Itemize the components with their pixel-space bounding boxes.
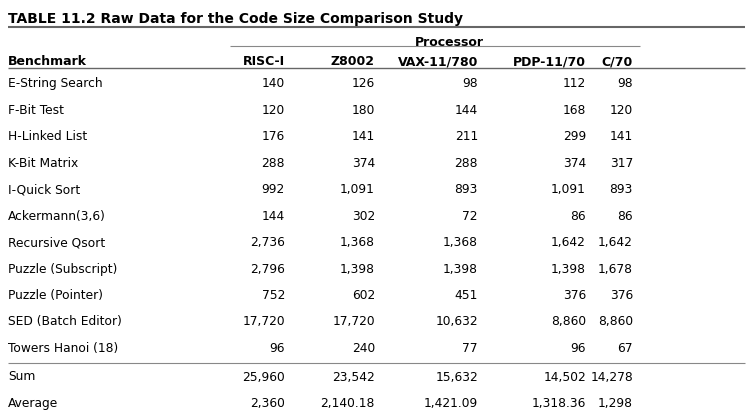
Text: 25,960: 25,960 <box>242 370 285 384</box>
Text: 992: 992 <box>262 183 285 196</box>
Text: Recursive Qsort: Recursive Qsort <box>8 236 105 249</box>
Text: 376: 376 <box>562 289 586 302</box>
Text: 893: 893 <box>610 183 633 196</box>
Text: E-String Search: E-String Search <box>8 77 102 90</box>
Text: 144: 144 <box>262 209 285 223</box>
Text: 451: 451 <box>455 289 478 302</box>
Text: 299: 299 <box>562 130 586 143</box>
Text: 893: 893 <box>455 183 478 196</box>
Text: 8,860: 8,860 <box>598 316 633 329</box>
Text: 302: 302 <box>352 209 375 223</box>
Text: 176: 176 <box>262 130 285 143</box>
Text: 98: 98 <box>617 77 633 90</box>
Text: Puzzle (Subscript): Puzzle (Subscript) <box>8 262 117 276</box>
Text: 77: 77 <box>462 342 478 355</box>
Text: Average: Average <box>8 397 58 410</box>
Text: SED (Batch Editor): SED (Batch Editor) <box>8 316 122 329</box>
Text: TABLE 11.2 Raw Data for the Code Size Comparison Study: TABLE 11.2 Raw Data for the Code Size Co… <box>8 12 463 26</box>
Text: 211: 211 <box>455 130 478 143</box>
Text: 1,678: 1,678 <box>598 262 633 276</box>
Text: 10,632: 10,632 <box>435 316 478 329</box>
Text: 180: 180 <box>352 103 375 116</box>
Text: 1,368: 1,368 <box>340 236 375 249</box>
Text: 2,736: 2,736 <box>250 236 285 249</box>
Text: 96: 96 <box>571 342 586 355</box>
Text: 376: 376 <box>610 289 633 302</box>
Text: Towers Hanoi (18): Towers Hanoi (18) <box>8 342 118 355</box>
Text: 86: 86 <box>570 209 586 223</box>
Text: 17,720: 17,720 <box>242 316 285 329</box>
Text: 1,398: 1,398 <box>340 262 375 276</box>
Text: 67: 67 <box>617 342 633 355</box>
Text: 1,398: 1,398 <box>443 262 478 276</box>
Text: 14,278: 14,278 <box>590 370 633 384</box>
Text: 288: 288 <box>455 156 478 169</box>
Text: Z8002: Z8002 <box>331 55 375 68</box>
Text: 2,360: 2,360 <box>250 397 285 410</box>
Text: 140: 140 <box>262 77 285 90</box>
Text: 374: 374 <box>562 156 586 169</box>
Text: 1,642: 1,642 <box>598 236 633 249</box>
Text: 1,398: 1,398 <box>551 262 586 276</box>
Text: Benchmark: Benchmark <box>8 55 87 68</box>
Text: 23,542: 23,542 <box>332 370 375 384</box>
Text: 602: 602 <box>352 289 375 302</box>
Text: 120: 120 <box>262 103 285 116</box>
Text: F-Bit Test: F-Bit Test <box>8 103 64 116</box>
Text: 17,720: 17,720 <box>332 316 375 329</box>
Text: 240: 240 <box>352 342 375 355</box>
Text: VAX-11/780: VAX-11/780 <box>398 55 478 68</box>
Text: 1,368: 1,368 <box>443 236 478 249</box>
Text: 96: 96 <box>270 342 285 355</box>
Text: 144: 144 <box>455 103 478 116</box>
Text: 1,318.36: 1,318.36 <box>532 397 586 410</box>
Text: 168: 168 <box>562 103 586 116</box>
Text: 14,502: 14,502 <box>543 370 586 384</box>
Text: C/70: C/70 <box>602 55 633 68</box>
Text: 1,642: 1,642 <box>551 236 586 249</box>
Text: 86: 86 <box>617 209 633 223</box>
Text: 15,632: 15,632 <box>435 370 478 384</box>
Text: 1,421.09: 1,421.09 <box>424 397 478 410</box>
Text: H-Linked List: H-Linked List <box>8 130 87 143</box>
Text: 2,140.18: 2,140.18 <box>321 397 375 410</box>
Text: 374: 374 <box>352 156 375 169</box>
Text: 141: 141 <box>352 130 375 143</box>
Text: 1,091: 1,091 <box>551 183 586 196</box>
Text: K-Bit Matrix: K-Bit Matrix <box>8 156 78 169</box>
Text: 2,796: 2,796 <box>250 262 285 276</box>
Text: 1,091: 1,091 <box>340 183 375 196</box>
Text: Sum: Sum <box>8 370 35 384</box>
Text: Processor: Processor <box>414 36 483 49</box>
Text: 112: 112 <box>562 77 586 90</box>
Text: 120: 120 <box>610 103 633 116</box>
Text: 8,860: 8,860 <box>551 316 586 329</box>
Text: Ackermann(3,6): Ackermann(3,6) <box>8 209 106 223</box>
Text: 72: 72 <box>462 209 478 223</box>
Text: Puzzle (Pointer): Puzzle (Pointer) <box>8 289 103 302</box>
Text: 317: 317 <box>610 156 633 169</box>
Text: I-Quick Sort: I-Quick Sort <box>8 183 81 196</box>
Text: 98: 98 <box>462 77 478 90</box>
Text: RISC-I: RISC-I <box>243 55 285 68</box>
Text: 288: 288 <box>261 156 285 169</box>
Text: 752: 752 <box>261 289 285 302</box>
Text: PDP-11/70: PDP-11/70 <box>513 55 586 68</box>
Text: 141: 141 <box>610 130 633 143</box>
Text: 1,298: 1,298 <box>598 397 633 410</box>
Text: 126: 126 <box>352 77 375 90</box>
